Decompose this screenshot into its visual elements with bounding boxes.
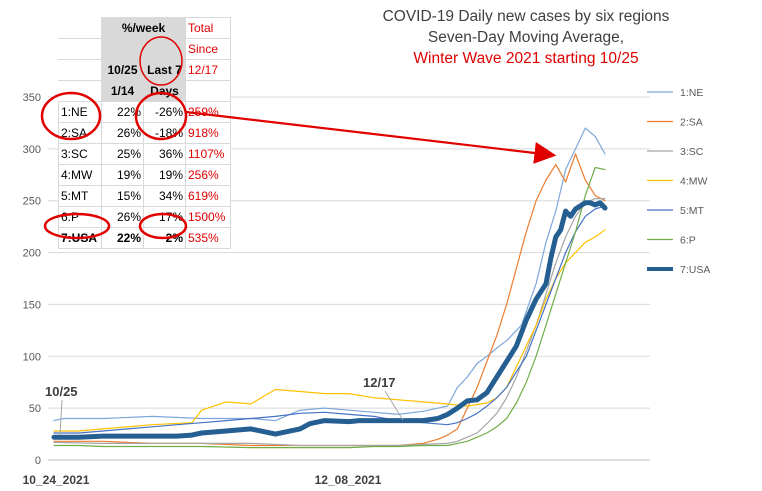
legend-label: 7:USA (680, 264, 710, 276)
table-cell-c2: 19% (143, 164, 186, 186)
table-row: 3:SC 25% 36% 1107% (58, 143, 231, 165)
x-tick-label: 10_24_2021 (23, 473, 90, 487)
series-line-1-ne (53, 127, 606, 422)
table-cell-region: 2:SA (58, 122, 102, 144)
chart-title-line-3: Winter Wave 2021 starting 10/25 (413, 50, 638, 67)
chart-title-line-2: Seven-Day Moving Average, (428, 29, 624, 46)
header-col3: 12/17 (185, 59, 231, 81)
y-tick-label: 0 (35, 455, 41, 467)
table-row: 5:MT 15% 34% 619% (58, 185, 231, 207)
table-cell-c3: 535% (185, 227, 231, 249)
table-cell-region: 1:NE (58, 101, 102, 123)
series-line-2-sa (53, 153, 606, 447)
stats-table: %/week Total Since 10/25 Last 7 12/17 1/… (58, 17, 231, 249)
table-cell-c2: 17% (143, 206, 186, 228)
y-tick-label: 350 (23, 92, 41, 104)
x-tick-label: 12_08_2021 (315, 473, 382, 487)
table-cell-region: 3:SC (58, 143, 102, 165)
y-axis-ticks: 0 50 100 150 200 250 300 350 (23, 92, 41, 467)
table-cell-c1: 26% (101, 122, 144, 144)
table-row: 6:P 26% 17% 1500% (58, 206, 231, 228)
legend-label: 3:SC (680, 146, 704, 158)
y-tick-label: 200 (23, 248, 41, 260)
annotation-10-25: 10/25 (45, 384, 78, 399)
table-cell-c1: 26% (101, 206, 144, 228)
table-row: 7:USA 22% 2% 535% (58, 227, 231, 249)
annotation-12-17: 12/17 (363, 375, 396, 390)
series-line-7-usa (51, 200, 608, 440)
table-cell-c1: 25% (101, 143, 144, 165)
y-tick-label: 100 (23, 351, 41, 363)
table-cell-region: 5:MT (58, 185, 102, 207)
table-cell-c3: 259% (185, 101, 231, 123)
legend: 1:NE 2:SA 3:SC 4:MW 5:MT 6:P 7:USA (647, 87, 710, 276)
header-total: Total (185, 17, 231, 39)
header-since: Since (185, 38, 231, 60)
table-cell-c3: 918% (185, 122, 231, 144)
table-row: 2:SA 26% -18% 918% (58, 122, 231, 144)
legend-label: 5:MT (680, 205, 705, 217)
series-line-5-mt (53, 205, 606, 434)
table-cell-region: 6:P (58, 206, 102, 228)
table-cell-c2: 2% (143, 227, 186, 249)
series-line-4-mw (53, 229, 606, 432)
y-tick-label: 50 (29, 403, 41, 415)
table-cell-c2: 34% (143, 185, 186, 207)
table-header-row-2: Since (58, 38, 231, 60)
table-cell-c1: 22% (101, 101, 144, 123)
series-line-6-p (53, 166, 606, 449)
header-col1-a: 10/25 (101, 59, 144, 81)
table-cell-region: 7:USA (58, 227, 102, 249)
legend-label: 2:SA (680, 117, 703, 129)
table-cell-c1: 22% (101, 227, 144, 249)
y-tick-label: 150 (23, 299, 41, 311)
table-cell-c3: 1500% (185, 206, 231, 228)
header-col2-b: Days (143, 80, 186, 102)
chart-title-line-1: COVID-19 Daily new cases by six regions (383, 8, 670, 25)
y-tick-label: 250 (23, 196, 41, 208)
legend-label: 4:MW (680, 176, 708, 188)
annotation-10-25-leader (59, 399, 63, 436)
legend-label: 1:NE (680, 87, 703, 99)
series-line-3-sc (53, 198, 606, 447)
annotation-12-17-leader (384, 390, 404, 421)
table-header-row-1: %/week Total (58, 17, 231, 39)
series-lines (51, 127, 608, 449)
table-row: 4:MW 19% 19% 256% (58, 164, 231, 186)
header-per-week: %/week (101, 17, 186, 39)
table-cell-c3: 256% (185, 164, 231, 186)
table-cell-c2: -18% (143, 122, 186, 144)
table-header-row-3: 10/25 Last 7 12/17 (58, 59, 231, 81)
table-row: 1:NE 22% -26% 259% (58, 101, 231, 123)
table-cell-c2: -26% (143, 101, 186, 123)
table-cell-c3: 1107% (185, 143, 231, 165)
legend-label: 6:P (680, 235, 696, 247)
table-header-row-4: 1/14 Days (58, 80, 231, 102)
y-tick-label: 300 (23, 144, 41, 156)
table-cell-region: 4:MW (58, 164, 102, 186)
table-cell-c2: 36% (143, 143, 186, 165)
table-cell-c1: 19% (101, 164, 144, 186)
table-cell-c3: 619% (185, 185, 231, 207)
header-col1-b: 1/14 (101, 80, 144, 102)
header-col2-a: Last 7 (143, 59, 186, 81)
x-axis: 10_24_2021 12_08_2021 (23, 473, 382, 487)
table-cell-c1: 15% (101, 185, 144, 207)
